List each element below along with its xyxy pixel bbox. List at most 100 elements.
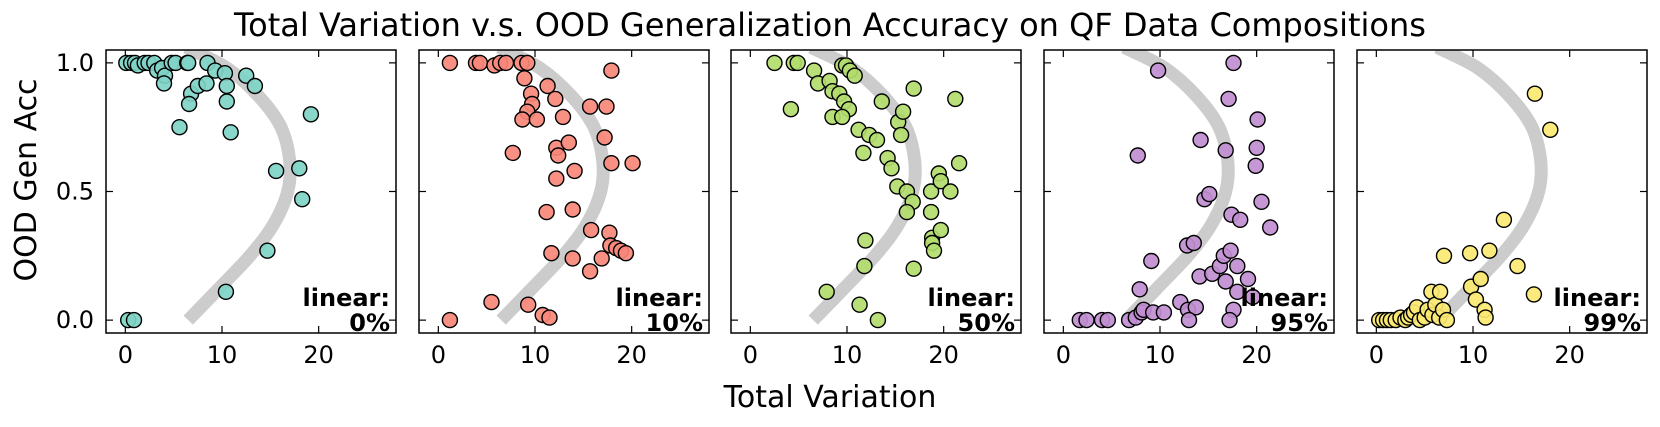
data-point <box>856 257 873 275</box>
x-tick-label: 20 <box>616 341 647 369</box>
data-point <box>259 242 276 259</box>
data-point <box>554 108 572 126</box>
data-point <box>1239 270 1257 288</box>
x-tick-label: 10 <box>1145 341 1176 369</box>
x-tick-label: 10 <box>520 341 551 369</box>
data-point <box>1192 131 1209 149</box>
data-point <box>1099 311 1117 329</box>
data-point <box>1149 62 1167 79</box>
data-point <box>932 221 949 239</box>
data-point <box>538 203 555 221</box>
data-point <box>516 70 533 87</box>
data-point <box>873 93 890 110</box>
data-point <box>593 250 610 267</box>
data-point <box>237 67 255 84</box>
data-point <box>547 90 564 108</box>
x-tick-label: 0 <box>743 341 758 369</box>
annotation-label: linear: <box>1554 284 1641 312</box>
data-point <box>1495 211 1513 229</box>
x-tick-label: 0 <box>1369 341 1384 369</box>
data-point <box>550 147 567 164</box>
data-point <box>869 311 887 329</box>
data-point <box>560 134 577 151</box>
data-point <box>1248 139 1265 157</box>
data-point <box>1229 257 1246 275</box>
data-point <box>598 98 615 115</box>
annotation-label: linear: <box>303 284 390 312</box>
data-point <box>834 108 851 126</box>
data-point <box>624 154 641 172</box>
data-point <box>1201 185 1218 203</box>
data-point <box>603 154 620 172</box>
data-point <box>582 221 600 239</box>
data-point <box>857 232 874 249</box>
data-point <box>218 93 236 110</box>
data-point <box>471 54 489 72</box>
x-tick-label: 20 <box>303 341 334 369</box>
y-axis-title: OOD Gen Acc <box>9 78 44 281</box>
data-point <box>1431 283 1449 300</box>
x-tick-label: 20 <box>928 341 959 369</box>
data-point <box>1222 242 1239 259</box>
data-point <box>222 124 239 141</box>
axes-frame <box>418 49 710 334</box>
data-point <box>564 201 581 218</box>
data-point <box>1231 211 1249 229</box>
data-point <box>922 203 940 221</box>
trend-curve <box>1121 50 1235 325</box>
data-point <box>1129 147 1147 164</box>
annotation-label: linear: <box>616 284 703 312</box>
data-point <box>950 154 968 172</box>
data-point <box>302 106 320 123</box>
x-tick-label: 0 <box>431 341 446 369</box>
chart-title: Total Variation v.s. OOD Generalization … <box>233 6 1426 44</box>
data-point <box>596 129 613 146</box>
x-tick-label: 10 <box>207 341 238 369</box>
data-point <box>539 77 556 95</box>
data-point <box>1225 54 1242 72</box>
data-point <box>171 118 188 136</box>
data-point <box>1461 244 1479 262</box>
data-point <box>1078 311 1095 329</box>
data-point <box>564 250 581 267</box>
y-tick-label: 0.0 <box>56 306 94 334</box>
data-point <box>246 77 264 95</box>
data-point <box>514 111 531 128</box>
data-point <box>851 296 868 313</box>
data-point <box>1542 121 1559 139</box>
data-point <box>294 190 311 208</box>
x-tick-label: 20 <box>1241 341 1272 369</box>
data-point <box>1525 286 1543 303</box>
x-tick-label: 10 <box>832 341 863 369</box>
x-tick-label: 10 <box>1458 341 1489 369</box>
data-point <box>1229 283 1246 300</box>
data-point <box>1217 142 1234 159</box>
trend-curve <box>496 50 610 325</box>
data-point <box>1185 234 1203 252</box>
data-point <box>1481 242 1498 259</box>
x-tick-label: 20 <box>1554 341 1585 369</box>
data-point <box>1472 270 1489 288</box>
data-point <box>180 95 198 113</box>
data-point <box>497 54 515 72</box>
y-tick-label: 0.5 <box>56 178 94 206</box>
data-point <box>782 100 800 118</box>
data-point <box>483 293 500 311</box>
axes-frame <box>1043 49 1335 334</box>
data-point <box>1217 273 1234 290</box>
data-point <box>519 54 536 72</box>
data-point <box>1477 309 1494 326</box>
data-point <box>155 75 173 92</box>
axes-frame <box>730 49 1022 334</box>
data-point <box>267 162 285 180</box>
data-point <box>846 67 863 84</box>
y-tick-label: 1.0 <box>56 49 94 77</box>
data-point <box>892 126 910 144</box>
data-point <box>1526 85 1544 102</box>
data-point <box>179 54 197 72</box>
